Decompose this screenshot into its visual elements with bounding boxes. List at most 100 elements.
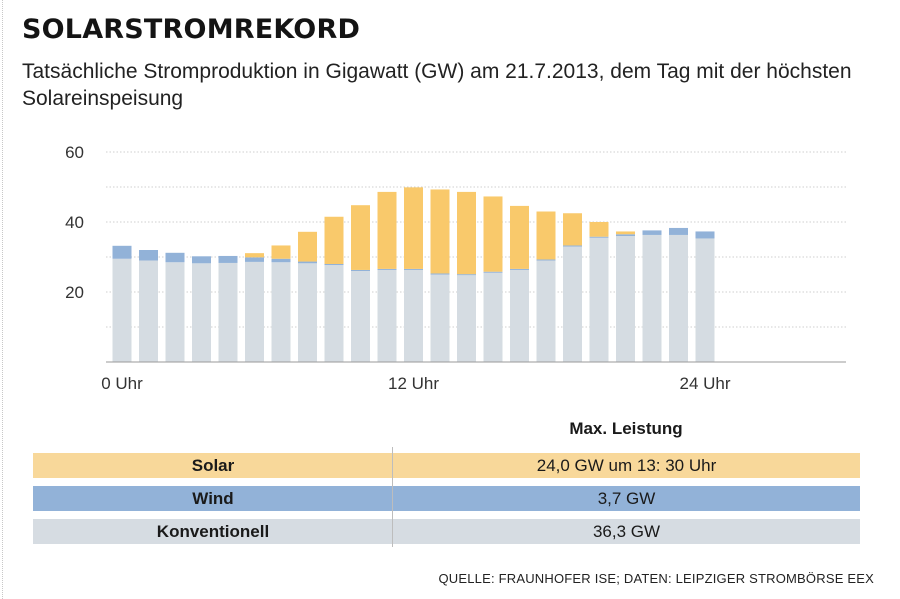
bar-segment-wind (298, 261, 317, 264)
bar-segment-konventionell (139, 260, 158, 362)
bar-segment-solar (245, 253, 264, 258)
bar-segment-solar (351, 205, 370, 270)
bar-stack (192, 256, 211, 362)
bar-segment-konventionell (192, 263, 211, 362)
bar-segment-wind (324, 264, 344, 266)
bar-stack (695, 231, 715, 362)
bar-segment-konventionell (271, 262, 291, 362)
x-tick-label: 24 Uhr (679, 374, 730, 393)
bar-stack (589, 222, 609, 362)
bar-segment-solar (589, 222, 609, 237)
row-value: 24,0 GW um 13: 30 Uhr (536, 456, 717, 475)
row-value: 36,3 GW (592, 522, 661, 541)
x-axis-tick-labels: 0 Uhr 12 Uhr 24 Uhr (101, 374, 731, 393)
bar-stack (404, 187, 423, 362)
bar-segment-wind (404, 268, 423, 270)
bar-segment-konventionell (377, 269, 397, 362)
table-column-divider (392, 447, 393, 547)
bar-segment-konventionell (298, 263, 317, 362)
bar-segment-solar (271, 245, 291, 259)
x-tick-label: 0 Uhr (101, 374, 143, 393)
source-note: QUELLE: FRAUNHOFER ISE; DATEN: LEIPZIGER… (438, 571, 874, 586)
bar-segment-solar (298, 231, 317, 262)
bar-stack (351, 205, 370, 362)
bar-segment-konventionell (589, 237, 609, 362)
bar-segment-konventionell (616, 236, 635, 362)
y-axis-tick-labels: 20 40 60 (65, 143, 84, 302)
bar-segment-konventionell (430, 274, 450, 362)
bar-stack (510, 205, 529, 362)
bar-stack (616, 231, 635, 362)
bar-segment-solar (377, 191, 397, 269)
bar-stack (377, 191, 397, 362)
bar-stack (165, 252, 185, 362)
bar-segment-wind (510, 268, 529, 270)
bar-segment-wind (457, 274, 476, 276)
bar-segment-konventionell (536, 260, 556, 362)
bar-segment-solar (510, 205, 529, 269)
bar-segment-wind (669, 227, 688, 235)
bar-stack (324, 216, 344, 362)
bar-stack (112, 245, 132, 362)
table-row-solar: Solar 24,0 GW um 13: 30 Uhr (33, 453, 860, 478)
bar-stack (139, 250, 158, 362)
y-tick-label: 60 (65, 143, 84, 162)
table-row-wind: Wind 3,7 GW (33, 486, 860, 511)
x-tick-label: 12 Uhr (388, 374, 439, 393)
bar-segment-solar (616, 231, 635, 235)
bar-segment-wind (271, 258, 291, 263)
bar-segment-solar (536, 211, 556, 260)
y-tick-label: 20 (65, 283, 84, 302)
bar-stack (245, 253, 264, 362)
bar-segment-wind (112, 245, 132, 259)
bar-stack (218, 255, 238, 362)
bar-segment-konventionell (669, 234, 688, 362)
left-dotted-rule (2, 0, 3, 599)
bar-segment-konventionell (483, 272, 503, 362)
chart-title: SOLARSTROMREKORD (22, 14, 361, 45)
bar-stack (298, 231, 317, 362)
row-value: 3,7 GW (597, 489, 656, 508)
bar-segment-konventionell (563, 246, 582, 362)
bar-segment-wind (695, 231, 715, 239)
bar-segment-solar (563, 213, 582, 246)
bar-segment-wind (483, 271, 503, 273)
bar-stack (642, 230, 662, 362)
bar-segment-solar (404, 187, 423, 269)
bar-segment-konventionell (457, 275, 476, 362)
chart-subtitle: Tatsächliche Stromproduktion in Gigawatt… (22, 60, 852, 110)
table-row-konventionell: Konventionell 36,3 GW (33, 519, 860, 544)
bar-segment-wind (536, 259, 556, 261)
bar-segment-wind (245, 257, 264, 262)
row-label: Solar (191, 456, 235, 475)
bars (112, 187, 715, 362)
bar-stack (536, 211, 556, 362)
bar-segment-konventionell (165, 262, 185, 362)
bar-segment-konventionell (695, 238, 715, 362)
bar-stack (483, 196, 503, 362)
bar-segment-wind (192, 256, 211, 264)
y-tick-label: 40 (65, 213, 84, 232)
bar-segment-konventionell (510, 269, 529, 362)
bar-segment-konventionell (112, 258, 132, 362)
bar-segment-wind (139, 250, 158, 261)
table-header: Max. Leistung (569, 419, 683, 438)
bar-stack (563, 213, 582, 362)
bar-stack (430, 189, 450, 362)
row-label: Konventionell (156, 522, 270, 541)
bar-segment-solar (430, 189, 450, 274)
bar-segment-wind (642, 230, 662, 235)
bar-stack (669, 227, 688, 362)
bar-segment-wind (616, 234, 635, 236)
bar-segment-wind (377, 268, 397, 270)
bar-segment-konventionell (351, 271, 370, 362)
bar-segment-konventionell (324, 265, 344, 362)
bar-segment-solar (483, 196, 503, 272)
bar-stack (271, 245, 291, 362)
bar-segment-konventionell (404, 269, 423, 362)
bar-segment-solar (324, 216, 344, 264)
bar-segment-wind (563, 245, 582, 247)
bar-segment-konventionell (245, 261, 264, 362)
bar-segment-wind (589, 236, 609, 238)
bar-segment-wind (430, 273, 450, 275)
